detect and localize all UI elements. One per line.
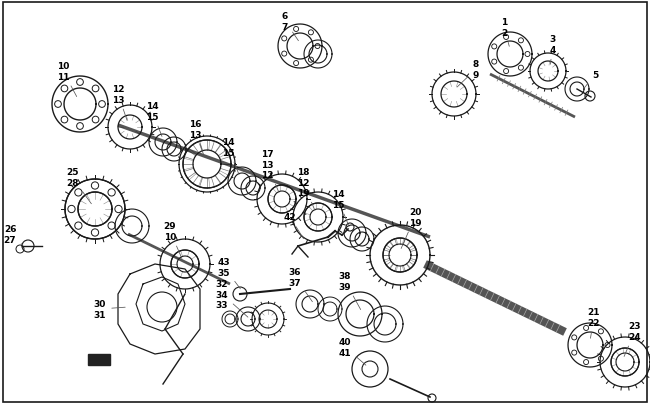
Text: 30
31: 30 31 <box>94 300 125 319</box>
Text: 25
28: 25 28 <box>66 168 92 204</box>
Bar <box>88 354 110 365</box>
Text: 6
7: 6 7 <box>282 12 298 42</box>
Text: 32
34
33: 32 34 33 <box>216 279 248 318</box>
Text: 21
22: 21 22 <box>588 307 600 339</box>
Text: 23
24: 23 24 <box>624 322 642 356</box>
Text: 3
4: 3 4 <box>550 35 556 65</box>
Text: 40
41: 40 41 <box>339 337 366 365</box>
Text: 43
35: 43 35 <box>218 258 240 289</box>
Text: 18
12
19: 18 12 19 <box>296 168 315 211</box>
Text: 14
15: 14 15 <box>332 190 349 227</box>
Text: 8
9: 8 9 <box>457 60 479 88</box>
Text: 38
39: 38 39 <box>339 272 361 310</box>
Text: 10
11: 10 11 <box>57 62 77 97</box>
Text: 29
10: 29 10 <box>164 222 182 259</box>
Text: 5: 5 <box>584 70 598 90</box>
Text: 42: 42 <box>283 213 304 239</box>
Text: 16
13: 16 13 <box>188 120 204 157</box>
Text: 20
19: 20 19 <box>401 208 421 249</box>
Text: 1
2: 1 2 <box>501 18 509 47</box>
Text: 14
15: 14 15 <box>222 138 239 175</box>
Text: 12
13: 12 13 <box>112 85 127 121</box>
Text: 17
13
12: 17 13 12 <box>261 150 279 193</box>
Text: 36
37: 36 37 <box>289 268 313 302</box>
Text: 26
27: 26 27 <box>4 225 23 245</box>
Text: 14
15: 14 15 <box>146 102 162 137</box>
